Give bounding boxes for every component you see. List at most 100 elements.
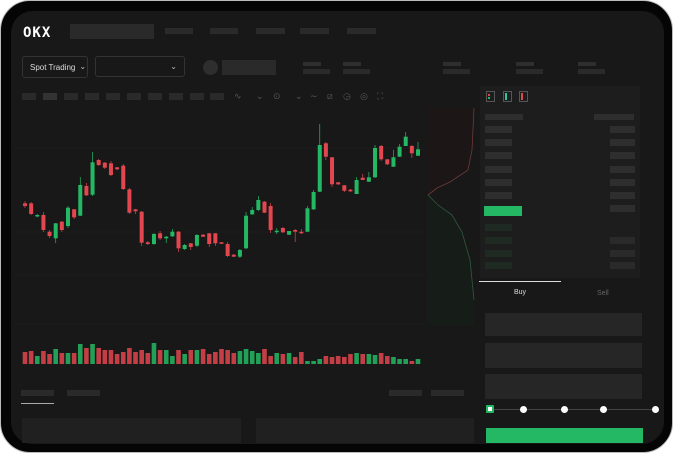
pair-dropdown[interactable]: ⌄: [95, 56, 185, 77]
orderbook-bids-icon[interactable]: [503, 91, 512, 102]
spot-trading-dropdown[interactable]: Spot Trading ⌄: [22, 56, 88, 78]
volume-bar: [102, 350, 108, 364]
volume-bar: [65, 353, 71, 364]
volume-bar: [157, 350, 163, 364]
volume-bar: [397, 359, 402, 364]
amount-input[interactable]: [485, 343, 642, 368]
volume-bar: [59, 353, 65, 364]
ruler-icon[interactable]: ⧄: [327, 91, 333, 101]
candle-body: [127, 189, 132, 213]
candle: [219, 242, 224, 244]
chevron-down-icon: ⌄: [79, 62, 87, 71]
volume-bar: [403, 359, 409, 364]
candle-body: [102, 162, 107, 168]
orderbook-asks-icon[interactable]: [519, 91, 528, 102]
candle: [164, 236, 169, 243]
candle: [207, 233, 212, 247]
candle-body: [287, 231, 292, 235]
bottom-action-1[interactable]: [389, 390, 422, 396]
candle-body: [250, 210, 255, 215]
depth-chart: [427, 107, 475, 325]
candle: [366, 172, 371, 182]
line-icon[interactable]: ∼: [310, 91, 318, 101]
volume-bar: [188, 350, 194, 364]
candle: [256, 196, 261, 211]
chart-type-icon[interactable]: ⊙: [273, 91, 281, 101]
volume-bar: [237, 351, 243, 364]
orderbook-both-icon[interactable]: [486, 91, 495, 102]
candle: [385, 159, 390, 165]
settings-icon[interactable]: ◎: [360, 91, 368, 101]
chevron-down-icon[interactable]: ⌄: [256, 91, 264, 101]
candle-body: [317, 145, 322, 192]
slider-stop-75[interactable]: [600, 406, 607, 413]
fullscreen-icon[interactable]: ⛶: [377, 91, 384, 101]
candle-body: [336, 182, 341, 185]
volume-bar: [360, 354, 366, 364]
slider-stop-50[interactable]: [561, 406, 568, 413]
candle: [403, 132, 408, 146]
indicator-icon[interactable]: ∿: [234, 91, 242, 101]
candle-body: [366, 177, 371, 182]
buy-button[interactable]: [486, 428, 643, 443]
volume-bar: [127, 348, 132, 364]
candle: [115, 167, 120, 170]
volume-bar: [329, 357, 335, 364]
slider-stop-100[interactable]: [652, 406, 659, 413]
bottom-action-2[interactable]: [431, 390, 464, 396]
ask-price: [485, 179, 512, 186]
candle-body: [403, 136, 408, 146]
timeframe-button: [85, 93, 99, 100]
slider-stop-25[interactable]: [520, 406, 527, 413]
volume-bar: [139, 350, 144, 364]
camera-icon[interactable]: ◶: [343, 91, 351, 101]
candle-body: [391, 157, 396, 167]
candle: [293, 229, 298, 242]
tab-sell[interactable]: Sell: [597, 290, 609, 297]
candle-body: [305, 208, 310, 232]
amount-slider[interactable]: [490, 409, 656, 410]
volume-bar: [372, 355, 378, 364]
tab-open-orders[interactable]: [21, 390, 54, 396]
chevron-down-icon[interactable]: ⌄: [295, 91, 303, 101]
candle: [121, 164, 126, 190]
tab-order-history[interactable]: [67, 390, 100, 396]
candle: [299, 229, 304, 234]
candle: [360, 174, 365, 180]
candle-body: [311, 192, 316, 210]
candle: [108, 161, 113, 176]
candle: [182, 244, 187, 250]
candle: [145, 241, 150, 245]
bid-amount: [610, 237, 635, 244]
candle-body: [330, 157, 335, 185]
total-input[interactable]: [485, 374, 642, 399]
volume-bar: [262, 349, 267, 364]
volume-bar: [249, 351, 255, 364]
candle: [151, 233, 156, 245]
ask-amount: [610, 192, 635, 199]
slider-handle[interactable]: [486, 405, 494, 413]
candle: [127, 188, 132, 214]
nav-item-1[interactable]: [165, 28, 193, 34]
stat-value: [578, 69, 605, 74]
nav-item-5[interactable]: [347, 28, 376, 34]
price-input[interactable]: [485, 313, 642, 336]
candle: [23, 201, 27, 208]
bid-price: [485, 237, 512, 244]
candle: [231, 254, 236, 257]
nav-item-4[interactable]: [300, 28, 329, 34]
nav-item-2[interactable]: [210, 28, 238, 34]
tab-buy[interactable]: Buy: [514, 289, 527, 296]
bid-price: [485, 224, 512, 231]
volume-bar: [409, 361, 415, 364]
ask-price: [485, 139, 512, 146]
search-bar[interactable]: [70, 24, 154, 39]
candle-body: [41, 215, 46, 230]
nav-item-3[interactable]: [256, 28, 285, 34]
volume-bar: [53, 349, 59, 364]
volume-bar: [200, 349, 206, 364]
candle-body: [409, 146, 414, 154]
candle-body: [53, 223, 58, 239]
candle-body: [274, 230, 279, 233]
